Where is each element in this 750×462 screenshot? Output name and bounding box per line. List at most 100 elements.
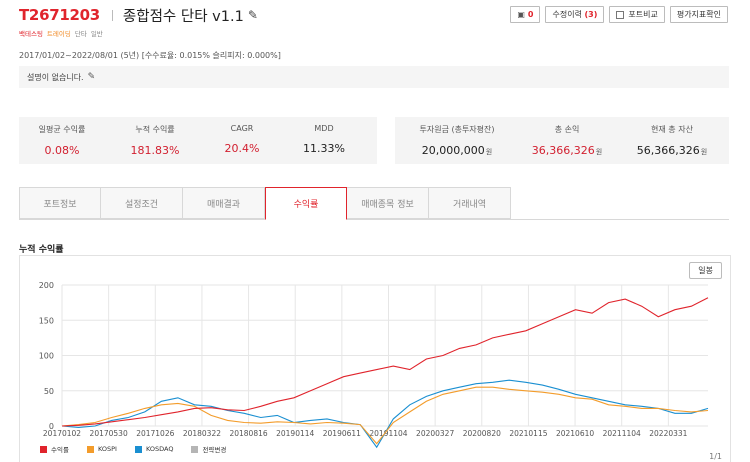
page-header: T2671203 종합점수 단타 v1.1 ✎ bbox=[19, 5, 258, 25]
stat-unit: 원 bbox=[700, 148, 708, 156]
x-tick-label: 20220331 bbox=[649, 429, 687, 438]
stat-number: 56,366,326 bbox=[636, 144, 700, 157]
description-text: 설명이 없습니다. bbox=[27, 72, 84, 82]
tab-returns[interactable]: 수익률 bbox=[265, 187, 347, 220]
stat-number: 20,000,000 bbox=[421, 144, 485, 157]
tab-bar: 포트정보 설정조건 매매결과 수익률 매매종목 정보 거래내역 bbox=[19, 187, 511, 220]
stat-label: 누적 수익률 bbox=[135, 125, 175, 134]
y-tick-label: 50 bbox=[44, 387, 54, 396]
toolbar: ▣ 0 수정이력 (3) 포트비교 평가지표확인 bbox=[510, 6, 728, 23]
legend-label: 수익률 bbox=[51, 446, 69, 454]
stat-value: 56,366,326원 bbox=[637, 144, 707, 157]
legend-item-strategy-change[interactable]: 전략변경 bbox=[191, 444, 226, 454]
stat-value: 0.08% bbox=[44, 144, 80, 157]
y-tick-label: 0 bbox=[49, 422, 54, 431]
x-tick-label: 20190114 bbox=[276, 429, 314, 438]
stat-mdd: MDD 11.33% bbox=[279, 117, 369, 164]
x-tick-label: 20211104 bbox=[603, 429, 641, 438]
tab-trade-results[interactable]: 매매결과 bbox=[183, 187, 265, 219]
bookmark-icon: ▣ bbox=[517, 10, 525, 19]
bookmark-button[interactable]: ▣ 0 bbox=[510, 6, 541, 23]
legend-swatch bbox=[86, 445, 94, 453]
checkbox-icon bbox=[616, 10, 625, 19]
stat-cagr: CAGR 20.4% bbox=[205, 117, 279, 164]
stat-current-assets: 현재 총 자산 56,366,326원 bbox=[615, 117, 729, 164]
strategy-title: 종합점수 단타 v1.1 bbox=[122, 8, 244, 25]
x-tick-label: 20210115 bbox=[509, 429, 547, 438]
stat-total-pnl: 총 손익 36,366,326원 bbox=[519, 117, 615, 164]
revision-label: 수정이력 bbox=[552, 10, 582, 19]
stat-cumulative: 누적 수익률 181.83% bbox=[105, 117, 205, 164]
tag-general: 일반 bbox=[90, 30, 103, 38]
x-tick-label: 20200327 bbox=[416, 429, 454, 438]
compare-label: 포트비교 bbox=[628, 10, 658, 19]
evaluation-button[interactable]: 평가지표확인 bbox=[669, 6, 728, 23]
strategy-code: T2671203 bbox=[19, 6, 100, 24]
tag-trading: 트레이딩 bbox=[46, 30, 71, 38]
legend-label: 전략변경 bbox=[202, 446, 227, 454]
tab-transactions[interactable]: 거래내역 bbox=[429, 187, 511, 219]
legend-label: KOSPI bbox=[97, 445, 117, 453]
stat-label: 현재 총 자산 bbox=[651, 125, 693, 134]
stat-label: 총 손익 bbox=[554, 125, 580, 134]
header-divider bbox=[111, 9, 113, 21]
y-tick-label: 100 bbox=[39, 352, 54, 361]
compare-button[interactable]: 포트비교 bbox=[609, 6, 665, 23]
daily-button[interactable]: 일봉 bbox=[689, 262, 722, 279]
legend-swatch bbox=[40, 445, 47, 453]
tab-underline bbox=[19, 219, 729, 220]
tab-port-info[interactable]: 포트정보 bbox=[19, 187, 101, 219]
edit-description-pencil-icon[interactable]: ✎ bbox=[87, 72, 96, 82]
chart-legend: 수익률 KOSPI KOSDAQ 전략변경 bbox=[40, 444, 226, 454]
x-tick-label: 20191104 bbox=[369, 429, 407, 438]
stat-label: 일평균 수익률 bbox=[38, 125, 86, 134]
tab-stock-info[interactable]: 매매종목 정보 bbox=[347, 187, 429, 219]
x-tick-label: 20210610 bbox=[556, 429, 594, 438]
bookmark-count: 0 bbox=[527, 10, 534, 19]
edit-title-pencil-icon[interactable]: ✎ bbox=[247, 8, 258, 22]
backtest-period: 2017/01/02~2022/08/01 (5년) [수수료율: 0.015%… bbox=[19, 51, 281, 60]
y-tick-label: 200 bbox=[39, 281, 54, 290]
stat-value: 20,000,000원 bbox=[422, 144, 492, 157]
revision-history-button[interactable]: 수정이력 (3) bbox=[545, 6, 605, 23]
description-box: 설명이 없습니다. ✎ bbox=[19, 66, 729, 88]
x-tick-label: 20200820 bbox=[463, 429, 501, 438]
stat-principal: 투자원금 (총투자평잔) 20,000,000원 bbox=[395, 117, 519, 164]
chart-svg: 0 50 100 150 200 20170102 20170530 20171026 2018… bbox=[39, 281, 709, 449]
x-tick-label: 20171026 bbox=[136, 429, 174, 438]
series-line-수익률 bbox=[61, 297, 709, 427]
series-line-KOSPI bbox=[61, 386, 709, 445]
legend-item-kosdaq[interactable]: KOSDAQ bbox=[134, 444, 174, 454]
tab-settings[interactable]: 설정조건 bbox=[101, 187, 183, 219]
asset-stats-panel: 투자원금 (총투자평잔) 20,000,000원 총 손익 36,366,326… bbox=[395, 117, 729, 164]
stat-value: 11.33% bbox=[303, 142, 345, 155]
evaluation-label: 평가지표확인 bbox=[676, 10, 721, 19]
tag-scalping: 단타 bbox=[74, 30, 87, 38]
x-tick-label: 20190611 bbox=[323, 429, 361, 438]
tag-backtest: 백테스팅 bbox=[19, 30, 43, 38]
revision-count: (3) bbox=[584, 10, 598, 19]
tag-list: 백테스팅 트레이딩 단타 일반 bbox=[19, 28, 103, 38]
legend-swatch bbox=[134, 445, 142, 453]
legend-pager[interactable]: 1/1 bbox=[709, 452, 722, 461]
stat-value: 181.83% bbox=[130, 144, 180, 157]
legend-item-kospi[interactable]: KOSPI bbox=[86, 444, 117, 454]
stat-daily-avg: 일평균 수익률 0.08% bbox=[19, 117, 105, 164]
legend-swatch bbox=[191, 445, 199, 453]
x-tick-label: 20170530 bbox=[90, 429, 128, 438]
legend-item-returns[interactable]: 수익률 bbox=[40, 444, 69, 454]
stat-unit: 원 bbox=[485, 148, 493, 156]
section-title: 누적 수익률 bbox=[19, 245, 64, 255]
stat-value: 36,366,326원 bbox=[532, 144, 602, 157]
stat-unit: 원 bbox=[595, 148, 603, 156]
x-tick-label: 20180816 bbox=[229, 429, 267, 438]
stat-label: 투자원금 (총투자평잔) bbox=[419, 125, 495, 134]
legend-label: KOSDAQ bbox=[145, 445, 174, 453]
x-tick-label: 20170102 bbox=[43, 429, 81, 438]
stat-value: 20.4% bbox=[224, 142, 260, 155]
cumulative-return-chart: 일봉 0 50 100 150 200 20170102 20170530 20171026 2… bbox=[19, 255, 731, 462]
stat-label: CAGR bbox=[230, 124, 254, 133]
stat-number: 36,366,326 bbox=[531, 144, 595, 157]
x-tick-label: 20180322 bbox=[183, 429, 221, 438]
y-tick-label: 150 bbox=[39, 316, 54, 325]
